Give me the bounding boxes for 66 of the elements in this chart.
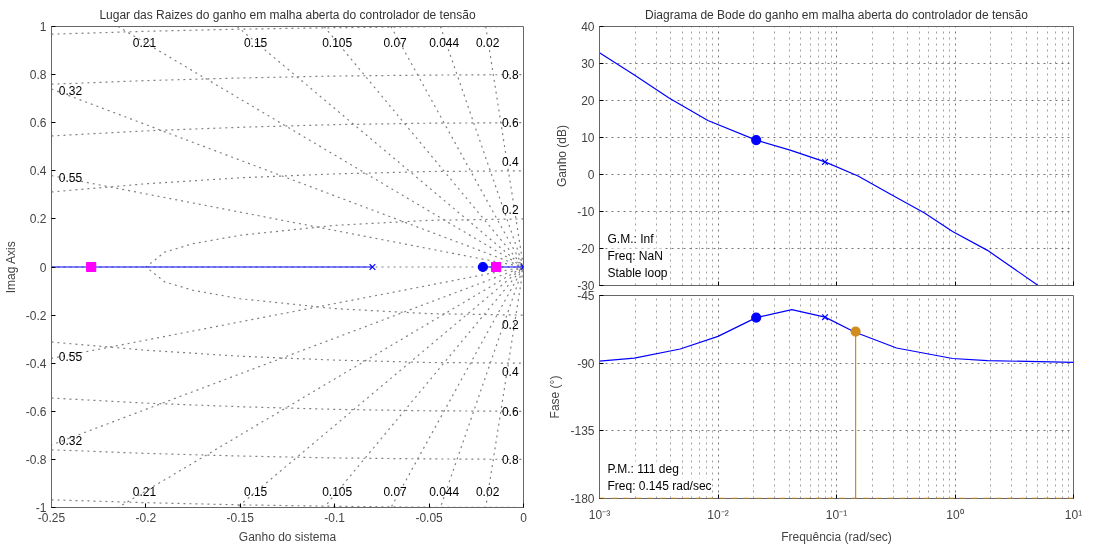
y-tick-label: 20 xyxy=(581,94,595,108)
y-tick-label: 0.6 xyxy=(29,116,47,131)
chart-title: Lugar das Raizes do ganho em malha aberta do controlador de tensão xyxy=(99,7,476,22)
y-tick-label: -10 xyxy=(577,205,595,219)
x-tick-label: -0.15 xyxy=(226,510,255,525)
y-tick-label: -0.2 xyxy=(25,308,47,323)
y-tick-label: -0.6 xyxy=(25,404,47,419)
y-tick-label: 0.2 xyxy=(29,212,47,227)
annotation: 0.55 xyxy=(58,350,83,365)
x-tick-label: 10⁻² xyxy=(707,507,729,522)
annotation: Freq: NaN xyxy=(607,248,663,263)
y-tick-label: 10 xyxy=(581,131,595,145)
annotation: Stable loop xyxy=(607,265,668,280)
annotation: 0.105 xyxy=(322,485,353,500)
annotation: 0.4 xyxy=(501,365,519,380)
annotation: 0.044 xyxy=(429,485,460,500)
y-axis-title: Fase (°) xyxy=(548,375,563,419)
annotation: 0.2 xyxy=(501,318,519,333)
chart-title: Diagrama de Bode do ganho em malha aberta do controlador de tensão xyxy=(645,7,1029,22)
annotation: 0.6 xyxy=(501,404,519,419)
y-tick-label: -180 xyxy=(570,492,595,506)
x-axis-title: Frequência (rad/sec) xyxy=(781,529,892,544)
y-axis-title: Ganho (dB) xyxy=(555,124,570,188)
x-tick-label: 10⁻¹ xyxy=(825,507,848,522)
x-tick-label: 10⁻³ xyxy=(588,507,611,522)
x-axis-title: Ganho do sistema xyxy=(238,529,337,544)
annotation: G.M.: Inf xyxy=(607,231,655,246)
annotation: 0.8 xyxy=(501,68,519,83)
annotation: 0.2 xyxy=(501,202,519,217)
y-tick-label: 0.8 xyxy=(29,68,47,83)
annotation: 0.15 xyxy=(243,485,268,500)
x-tick-label: 0 xyxy=(520,510,528,525)
x-tick-label: -0.05 xyxy=(415,510,444,525)
y-tick-label: 30 xyxy=(581,57,595,71)
x-tick-label: -0.1 xyxy=(324,510,346,525)
y-tick-label: -135 xyxy=(570,424,595,439)
y-tick-label: 40 xyxy=(581,20,595,34)
annotation: 0.02 xyxy=(475,35,500,50)
y-tick-label: 0.4 xyxy=(29,164,47,179)
annotation: Freq: 0.145 rad/sec xyxy=(607,478,712,493)
y-tick-label: -0.8 xyxy=(25,452,47,467)
y-tick-label: 0 xyxy=(587,168,595,182)
annotation: 0.07 xyxy=(383,35,408,50)
annotation: 0.32 xyxy=(58,433,83,448)
annotation: 0.21 xyxy=(132,485,157,500)
annotation: P.M.: 111 deg xyxy=(607,461,679,476)
annotation: 0.6 xyxy=(501,116,519,131)
annotation: 0.105 xyxy=(322,35,353,50)
annotation: 0.044 xyxy=(429,35,460,50)
annotation: 0.07 xyxy=(383,485,408,500)
annotation: 0.55 xyxy=(58,170,83,185)
annotation: 0.15 xyxy=(243,35,268,50)
x-tick-label: 10¹ xyxy=(1064,507,1083,522)
x-tick-label: -0.2 xyxy=(135,510,157,525)
y-tick-label: -20 xyxy=(577,242,595,256)
annotation: 0.21 xyxy=(132,35,157,50)
y-axis-title: Imag Axis xyxy=(3,241,18,294)
y-tick-label: -0.4 xyxy=(25,356,47,371)
x-tick-label: 10⁰ xyxy=(946,507,964,522)
annotation: 0.32 xyxy=(58,83,83,98)
annotation: 0.4 xyxy=(501,154,519,169)
y-tick-label: 1 xyxy=(39,20,47,34)
annotation: 0.8 xyxy=(501,452,519,467)
y-tick-label: -90 xyxy=(577,356,595,371)
y-tick-label: 0 xyxy=(39,260,47,275)
annotation: 0.02 xyxy=(475,485,500,500)
